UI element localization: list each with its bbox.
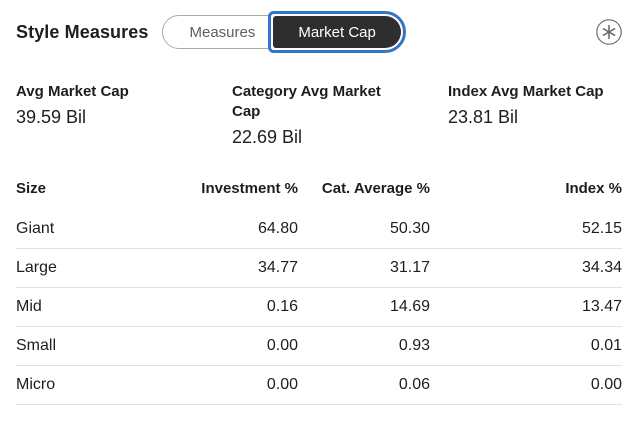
table-row: Giant 64.80 50.30 52.15 [16, 210, 622, 249]
stat-avg-market-cap: Avg Market Cap 39.59 Bil [16, 82, 232, 128]
stat-label: Avg Market Cap [16, 83, 129, 100]
page-title: Style Measures [16, 21, 149, 42]
stat-label: Index Avg Market Cap [448, 83, 604, 100]
definitions-button[interactable] [594, 17, 624, 47]
cell-investment-pct: 0.00 [266, 337, 298, 354]
market-cap-stats: Avg Market Cap 39.59 Bil Category Avg Ma… [16, 82, 622, 148]
stat-value: 22.69 Bil [232, 127, 303, 147]
column-header-index-pct: Index % [565, 180, 622, 197]
stat-index-avg-market-cap: Index Avg Market Cap 23.81 Bil [448, 82, 622, 128]
stat-category-avg-market-cap: Category Avg Market Cap 22.69 Bil [232, 82, 448, 148]
table-row: Large 34.77 31.17 34.34 [16, 249, 622, 288]
cell-cat-average-pct: 31.17 [389, 259, 430, 276]
cell-index-pct: 0.01 [590, 337, 622, 354]
size-table-body: Giant 64.80 50.30 52.15 Large 34.77 31.17 34.34… [16, 210, 622, 405]
toggle-measures-button[interactable]: Measures [162, 15, 289, 49]
size-table-header: Size Investment % Cat. Average % Index % [16, 180, 622, 210]
table-row: Micro 0.00 0.06 0.00 [16, 366, 622, 405]
panel-header: Style Measures Measures Market Cap [16, 11, 624, 53]
cell-size: Small [16, 337, 57, 354]
size-table: Size Investment % Cat. Average % Index %… [16, 180, 622, 405]
cell-index-pct: 0.00 [590, 376, 622, 393]
cell-investment-pct: 34.77 [257, 259, 298, 276]
cell-index-pct: 34.34 [581, 259, 622, 276]
cell-cat-average-pct: 0.93 [398, 337, 430, 354]
toggle-market-cap-button[interactable]: Market Cap [273, 16, 401, 48]
cell-cat-average-pct: 0.06 [398, 376, 430, 393]
cell-cat-average-pct: 14.69 [389, 298, 430, 315]
view-toggle-group: Measures Market Cap [162, 11, 406, 53]
column-header-investment-pct: Investment % [201, 180, 298, 197]
cell-cat-average-pct: 50.30 [389, 220, 430, 237]
table-row: Mid 0.16 14.69 13.47 [16, 288, 622, 327]
cell-size: Mid [16, 298, 42, 315]
cell-size: Large [16, 259, 57, 276]
asterisk-icon [596, 19, 622, 45]
cell-investment-pct: 64.80 [257, 220, 298, 237]
stat-value: 39.59 Bil [16, 107, 87, 127]
cell-index-pct: 13.47 [581, 298, 622, 315]
cell-investment-pct: 0.00 [266, 376, 298, 393]
cell-index-pct: 52.15 [581, 220, 622, 237]
cell-size: Giant [16, 220, 55, 237]
column-header-cat-average-pct: Cat. Average % [321, 180, 430, 197]
table-row: Small 0.00 0.93 0.01 [16, 327, 622, 366]
cell-size: Micro [16, 376, 56, 393]
stat-value: 23.81 Bil [448, 107, 519, 127]
stat-label: Category Avg Market Cap [232, 83, 381, 120]
toggle-market-cap-focus-ring: Market Cap [268, 11, 406, 53]
cell-investment-pct: 0.16 [266, 298, 298, 315]
column-header-size: Size [16, 180, 47, 197]
